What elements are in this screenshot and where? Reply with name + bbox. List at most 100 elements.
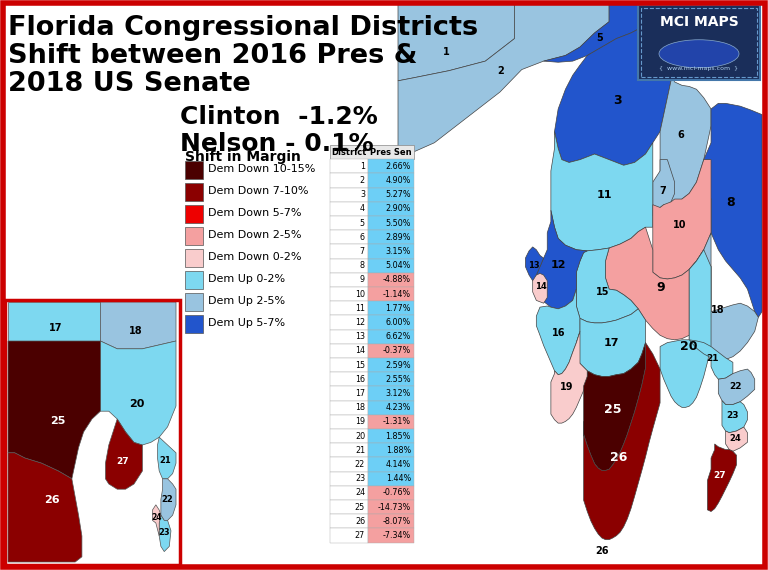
Text: 12: 12 (551, 260, 566, 270)
Text: 27: 27 (116, 457, 128, 466)
Text: 3: 3 (360, 190, 365, 199)
Bar (368, 514, 414, 528)
Polygon shape (105, 419, 142, 489)
Text: 20: 20 (680, 340, 697, 353)
Text: Pres Sen: Pres Sen (370, 148, 412, 157)
Polygon shape (653, 160, 674, 216)
Text: 22: 22 (355, 460, 365, 469)
Text: Nelson - 0.1%: Nelson - 0.1% (180, 132, 373, 156)
Polygon shape (533, 274, 548, 303)
Bar (368, 401, 414, 415)
Text: 10: 10 (355, 290, 365, 299)
Bar (368, 443, 414, 457)
Text: 2018 US Senate: 2018 US Senate (8, 71, 250, 97)
Text: 5: 5 (360, 219, 365, 227)
Bar (330, 273, 368, 287)
Text: 2.59%: 2.59% (386, 361, 411, 369)
Text: 11: 11 (597, 190, 612, 199)
Bar (330, 329, 368, 344)
Polygon shape (551, 331, 588, 423)
Text: 8: 8 (727, 196, 735, 209)
Text: 2: 2 (497, 66, 504, 76)
Polygon shape (536, 289, 580, 374)
Polygon shape (8, 453, 82, 562)
Bar (368, 329, 414, 344)
Text: 27: 27 (713, 471, 726, 480)
Text: 1.88%: 1.88% (386, 446, 411, 455)
Text: 13: 13 (528, 261, 540, 270)
Polygon shape (584, 343, 660, 540)
Text: 26: 26 (355, 517, 365, 526)
Bar (330, 401, 368, 415)
Text: 10: 10 (674, 219, 687, 230)
Bar (5, 300, 180, 565)
Bar (368, 301, 414, 315)
Bar (330, 315, 368, 329)
Bar (368, 372, 414, 386)
Bar (368, 415, 414, 429)
Bar (368, 315, 414, 329)
Polygon shape (576, 309, 646, 376)
Bar (330, 230, 368, 245)
Polygon shape (726, 427, 747, 451)
Text: 27: 27 (355, 531, 365, 540)
Polygon shape (161, 479, 176, 520)
Text: 25: 25 (51, 416, 66, 426)
Bar (368, 344, 414, 358)
Bar (638, 5, 760, 80)
Polygon shape (398, 2, 609, 154)
Bar (368, 230, 414, 245)
Text: 15: 15 (596, 287, 609, 297)
Bar (185, 227, 203, 245)
Text: 24: 24 (729, 434, 741, 443)
Bar (330, 443, 368, 457)
Text: 4.90%: 4.90% (386, 176, 411, 185)
Text: 21: 21 (355, 446, 365, 455)
Text: 9: 9 (360, 275, 365, 284)
Polygon shape (707, 444, 737, 511)
Polygon shape (536, 210, 588, 309)
Text: 26: 26 (44, 495, 59, 506)
Bar (368, 245, 414, 259)
Bar (330, 486, 368, 500)
Text: 12: 12 (355, 318, 365, 327)
Text: 4.14%: 4.14% (386, 460, 411, 469)
Text: Florida Congressional Districts: Florida Congressional Districts (8, 15, 478, 41)
Bar (330, 344, 368, 358)
Bar (330, 500, 368, 514)
Text: Dem Up 0-2%: Dem Up 0-2% (208, 274, 285, 284)
Text: 2: 2 (360, 176, 365, 185)
Bar (368, 500, 414, 514)
Text: Dem Up 5-7%: Dem Up 5-7% (208, 318, 285, 328)
Text: -14.73%: -14.73% (378, 503, 411, 512)
Text: 20: 20 (129, 399, 144, 409)
Text: Dem Down 10-15%: Dem Down 10-15% (208, 164, 316, 174)
Bar (330, 372, 368, 386)
Bar (330, 358, 368, 372)
Bar (368, 471, 414, 486)
Text: 16: 16 (355, 375, 365, 384)
Text: 1: 1 (360, 162, 365, 171)
Text: 5.04%: 5.04% (386, 261, 411, 270)
Text: 4.23%: 4.23% (386, 403, 411, 412)
Text: 6.62%: 6.62% (386, 332, 411, 341)
Text: 11: 11 (355, 304, 365, 313)
Text: 6: 6 (360, 233, 365, 242)
Text: 15: 15 (355, 361, 365, 369)
Text: District: District (331, 148, 366, 157)
Text: 16: 16 (552, 328, 566, 338)
Bar (330, 159, 368, 173)
Bar (330, 471, 368, 486)
Text: 4: 4 (654, 28, 660, 39)
Text: Dem Up 2-5%: Dem Up 2-5% (208, 296, 285, 306)
Text: 1.44%: 1.44% (386, 474, 411, 483)
Text: 24: 24 (151, 514, 162, 522)
Bar (368, 188, 414, 202)
Text: -4.88%: -4.88% (383, 275, 411, 284)
Polygon shape (689, 233, 758, 360)
Text: Dem Down 0-2%: Dem Down 0-2% (208, 252, 302, 262)
Text: 21: 21 (707, 354, 719, 363)
Text: 5.50%: 5.50% (386, 219, 411, 227)
Polygon shape (101, 341, 176, 445)
Text: -8.07%: -8.07% (382, 517, 411, 526)
